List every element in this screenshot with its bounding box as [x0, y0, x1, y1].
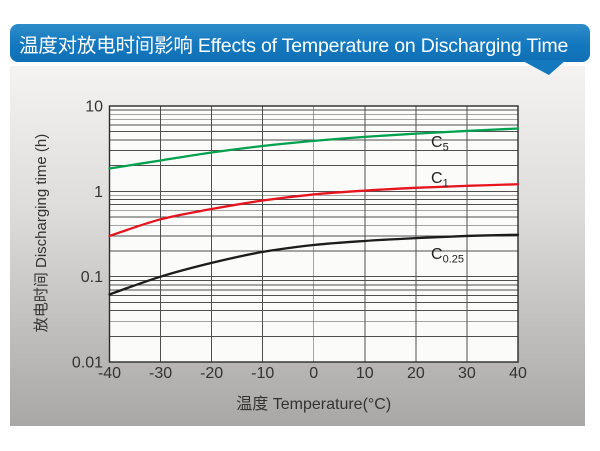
page-title: 温度对放电时间影响 Effects of Temperature on Disc…	[19, 34, 569, 57]
x-tick-label: 40	[509, 365, 527, 382]
x-tick-labels: -40 -30 -20 -10 0 10 20 30 40	[98, 365, 527, 382]
y-tick-label: 1	[94, 184, 103, 201]
series-line-c5	[108, 127, 520, 170]
y-tick-labels: 10 1 0.1 0.01	[72, 99, 103, 372]
x-axis-title: 温度 Temperature(°C)	[236, 395, 391, 413]
series-curves	[108, 127, 520, 296]
x-tick-label: 0	[309, 365, 318, 382]
x-tick-label: -10	[251, 365, 274, 382]
x-tick-label: -30	[149, 365, 172, 382]
x-tick-label: 20	[407, 365, 425, 382]
y-tick-label: 10	[85, 99, 103, 116]
series-label-c1: C1	[431, 170, 449, 190]
y-tick-label: 0.1	[81, 269, 103, 286]
series-line-c1	[108, 183, 520, 238]
x-tick-label: -40	[98, 365, 121, 382]
grid-lines	[109, 106, 518, 362]
x-tick-label: -20	[200, 365, 223, 382]
title-banner: 温度对放电时间影响 Effects of Temperature on Disc…	[10, 24, 590, 62]
series-label-c0.25: C0.25	[431, 246, 464, 266]
y-tick-label: 0.01	[72, 355, 103, 372]
series-label-c5: C5	[431, 134, 449, 154]
x-tick-label: 10	[356, 365, 374, 382]
series-line-c0.25	[108, 233, 520, 296]
y-axis-title: 放电时间 Discharging time (h)	[33, 134, 50, 332]
x-tick-label: 30	[458, 365, 476, 382]
